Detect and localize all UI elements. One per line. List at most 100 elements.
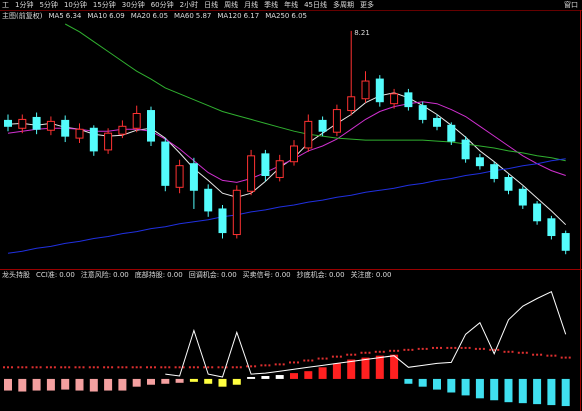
indicator-dot <box>303 359 306 362</box>
indicator-bar <box>375 355 384 379</box>
indicator-bar <box>290 373 298 379</box>
indicator-dot <box>146 366 148 369</box>
toolbar-item[interactable]: 季线 <box>264 0 278 9</box>
indicator-dot <box>207 366 210 369</box>
indicator-dot <box>317 357 320 360</box>
toolbar-item[interactable]: 年线 <box>284 0 298 9</box>
indicator-dot <box>350 353 353 356</box>
indicator-bar <box>475 378 484 399</box>
indicator-dot <box>489 348 492 351</box>
indicator-dot <box>368 351 371 354</box>
toolbar-item[interactable]: 60分钟 <box>151 0 174 9</box>
indicator-dot <box>235 366 238 369</box>
indicator-dot <box>540 353 543 356</box>
toolbar-item[interactable]: 1分钟 <box>15 0 33 9</box>
indicator-dot <box>478 347 481 350</box>
indicator-bar <box>61 378 70 390</box>
toolbar-item[interactable]: 工 <box>2 1 9 9</box>
indicator-dot <box>168 366 171 369</box>
indicator-dot <box>35 366 38 369</box>
indicator-dot <box>225 366 228 369</box>
indicator-dot <box>454 346 457 349</box>
legend-value: 5.87 <box>196 12 212 20</box>
legend-name: CCI准: <box>36 270 57 279</box>
indicator-dot <box>421 347 424 350</box>
indicator-dot <box>497 348 500 351</box>
indicator-dot <box>311 359 314 362</box>
toolbar-item[interactable]: 10分钟 <box>64 0 87 9</box>
candle-body <box>390 93 399 105</box>
toolbar-item[interactable]: 周线 <box>224 0 238 9</box>
window-label[interactable]: 窗口 <box>564 0 578 9</box>
indicator-bar <box>218 378 227 387</box>
toolbar-item[interactable]: 30分钟 <box>122 0 145 9</box>
indicator-dot <box>160 366 163 369</box>
toolbar-item[interactable]: 5分钟 <box>39 0 57 9</box>
legend-name: MA5 <box>48 12 63 20</box>
toolbar-item[interactable]: 月线 <box>244 0 258 9</box>
indicator-dot <box>39 366 42 369</box>
indicator-bar <box>261 376 270 379</box>
indicator-bar <box>32 378 41 391</box>
indicator-dot <box>164 366 167 369</box>
main-title: 主图(前复权) <box>2 11 43 20</box>
candle-body <box>4 119 12 127</box>
indicator-dot <box>364 351 367 354</box>
legend-name: 抄底机会: <box>297 270 327 279</box>
indicator-bar <box>161 378 170 384</box>
legend-name: MA60 <box>174 12 194 20</box>
indicator-dot <box>192 366 195 369</box>
indicator-dot <box>335 355 338 358</box>
toolbar-item[interactable]: 45日线 <box>304 0 327 9</box>
indicator-dot <box>331 355 334 358</box>
candle-body <box>247 155 256 192</box>
indicator-bar <box>75 378 84 391</box>
indicator-bar <box>275 375 284 379</box>
legend-value: 0.00 <box>167 271 183 279</box>
indicator-dot <box>3 366 5 369</box>
indicator-bar <box>433 378 441 390</box>
legend-value: 0.00 <box>113 271 129 279</box>
indicator-dot <box>503 350 506 353</box>
candle-body <box>318 119 327 132</box>
indicator-dot <box>111 366 114 369</box>
indicator-dot <box>397 349 400 352</box>
indicator-bar <box>175 378 184 383</box>
indicator-dot <box>382 350 385 353</box>
legend-value: 0.00 <box>376 271 392 279</box>
indicator-dot <box>517 351 520 354</box>
indicator-dot <box>121 366 124 369</box>
ma-line <box>64 23 566 162</box>
legend-name: 注意风险: <box>81 270 111 279</box>
toolbar-item[interactable]: 15分钟 <box>93 0 116 9</box>
indicator-dot <box>88 366 91 369</box>
candle-body <box>533 203 542 222</box>
indicator-dot <box>389 349 392 352</box>
indicator-dot <box>92 366 95 369</box>
indicator-dot <box>17 366 20 369</box>
indicator-dot <box>188 366 191 369</box>
indicator-dot <box>217 366 220 369</box>
toolbar-item[interactable]: 更多 <box>360 0 374 9</box>
indicator-bar <box>247 376 256 379</box>
indicator-bar <box>132 378 141 387</box>
indicator-dot <box>450 346 453 349</box>
indicator-dot <box>525 351 528 354</box>
legend-name: MA10 <box>87 12 107 20</box>
indicator-dot <box>274 363 277 366</box>
toolbar-item[interactable]: 日线 <box>204 0 218 9</box>
ma-line <box>7 101 566 183</box>
indicator-bar <box>118 378 127 391</box>
toolbar-item[interactable]: 多周期 <box>333 0 354 9</box>
indicator-dot <box>550 354 553 357</box>
indicator-dot <box>564 356 567 359</box>
toolbar-item[interactable]: 2小时 <box>180 0 198 9</box>
candle-body <box>475 157 484 167</box>
indicator-bar <box>4 378 12 391</box>
indicator-bar <box>232 378 241 385</box>
indicator-dot <box>11 366 13 369</box>
indicator-dot <box>446 346 449 349</box>
indicator-dot <box>521 351 524 354</box>
indicator-bar <box>490 378 499 401</box>
candle-body <box>375 78 384 103</box>
